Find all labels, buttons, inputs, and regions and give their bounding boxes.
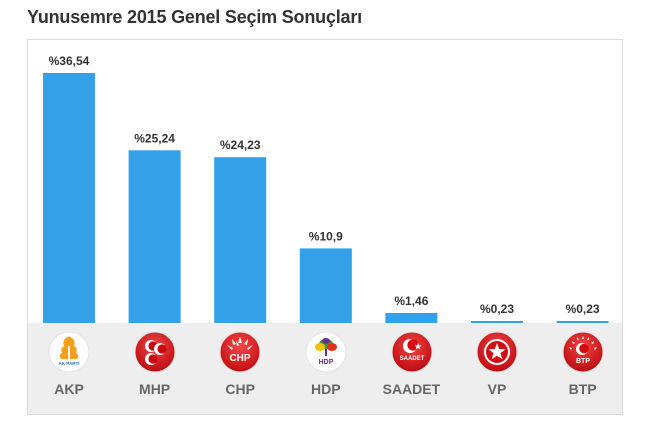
- bar-hdp: [299, 248, 352, 323]
- bar-chp: [214, 157, 267, 323]
- saadet-logo-text: SAADET: [400, 356, 425, 362]
- value-label-hdp: %10,9: [309, 229, 343, 243]
- bar-vp: [471, 321, 523, 323]
- value-label-mhp: %25,24: [134, 131, 175, 145]
- bar-mhp: [128, 150, 181, 323]
- akp-logo: AK PARTİ: [48, 331, 90, 373]
- saadet-logo: SAADET: [391, 331, 433, 373]
- category-label-akp: AKP: [54, 381, 84, 397]
- hdp-logo-text: HDP: [319, 359, 334, 366]
- value-label-saadet: %1,46: [394, 294, 428, 308]
- btp-logo-text: BTP: [576, 358, 590, 365]
- akp-logo-text: AK PARTİ: [59, 360, 80, 366]
- logos-layer: AK PARTİ CHP: [48, 331, 604, 373]
- chp-logo: CHP: [219, 331, 261, 373]
- category-label-hdp: HDP: [311, 381, 341, 397]
- category-label-vp: VP: [488, 381, 507, 397]
- bar-saadet: [385, 313, 438, 323]
- mhp-logo: [134, 331, 176, 373]
- hdp-logo: HDP: [305, 331, 347, 373]
- chp-logo-text: CHP: [229, 353, 250, 364]
- bar-btp: [556, 321, 609, 323]
- vp-logo: [476, 331, 518, 373]
- category-label-saadet: SAADET: [383, 381, 441, 397]
- value-label-akp: %36,54: [49, 54, 90, 68]
- bar-akp: [43, 73, 95, 323]
- labels-layer: %36,54 AKP %25,24 MHP %24,23 CHP %10,9 HDP %1,46…: [49, 54, 600, 397]
- bars-layer: [43, 73, 609, 323]
- category-label-mhp: MHP: [139, 381, 170, 397]
- category-label-btp: BTP: [569, 381, 597, 397]
- btp-logo: BTP: [562, 331, 604, 373]
- category-label-chp: CHP: [225, 381, 255, 397]
- value-label-vp: %0,23: [480, 302, 514, 316]
- value-label-chp: %24,23: [220, 138, 261, 152]
- chart-title: Yunusemre 2015 Genel Seçim Sonuçları: [27, 7, 362, 27]
- value-label-btp: %0,23: [566, 302, 600, 316]
